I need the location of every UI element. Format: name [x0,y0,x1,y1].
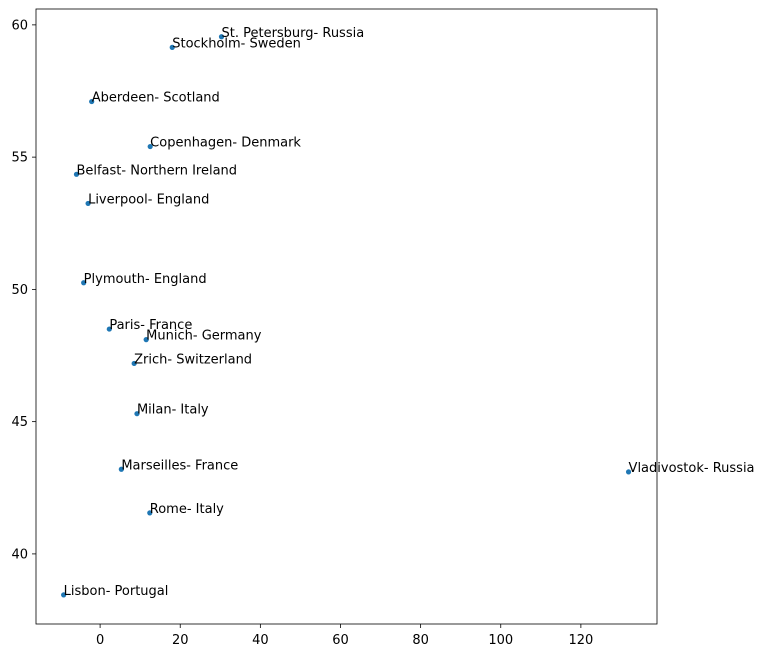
y-tick-label: 55 [11,151,28,166]
point-label: Aberdeen- Scotland [92,91,220,106]
x-tick-label: 80 [412,633,429,648]
point-label: Belfast- Northern Ireland [76,163,237,178]
point-label: Zrich- Switzerland [134,352,252,367]
point-label: Milan- Italy [137,403,209,418]
scatter-point [85,200,91,207]
point-label: Lisbon- Portugal [64,584,169,599]
points-layer [61,34,632,598]
point-label: Copenhagen- Denmark [150,136,301,151]
scatter-point [147,143,153,150]
point-label: Marseilles- France [121,458,238,473]
x-tick-label: 0 [96,633,104,648]
point-label: St. Petersburg- Russia [221,26,364,41]
x-tick-label: 100 [488,633,513,648]
x-tick-label: 120 [568,633,593,648]
scatter-point [118,466,124,472]
scatter-point [169,44,175,50]
scatter-point [106,326,112,332]
y-tick-label: 60 [11,18,28,33]
point-label: Stockholm- Sweden [172,36,301,51]
point-label: Paris- France [109,318,192,333]
scatter-point [61,592,67,598]
scatter-point [143,337,149,343]
y-tick-label: 45 [11,415,28,430]
y-tick-label: 40 [11,547,28,562]
scatter-point [147,510,153,516]
scatter-point [89,98,95,105]
point-label: Liverpool- England [88,192,209,207]
x-tick-label: 40 [252,633,269,648]
scatter-point [134,411,140,417]
y-tick-label: 50 [11,283,28,298]
x-tick-label: 60 [332,633,349,648]
plot-frame [35,8,658,625]
scatter-point [625,469,632,475]
point-label: Plymouth- England [84,272,207,287]
scatter-point [81,280,87,286]
scatter-point [218,34,225,40]
point-label: Rome- Italy [150,502,224,517]
ticks-layer: 0 20 40 60 80 100 120 40 45 50 55 60 [11,18,593,648]
scatter-point [131,360,137,367]
point-label: Munich- Germany [146,329,262,344]
scatter-point [73,171,80,177]
x-tick-label: 20 [172,633,189,648]
point-label: Vladivostok- Russia [629,461,755,476]
